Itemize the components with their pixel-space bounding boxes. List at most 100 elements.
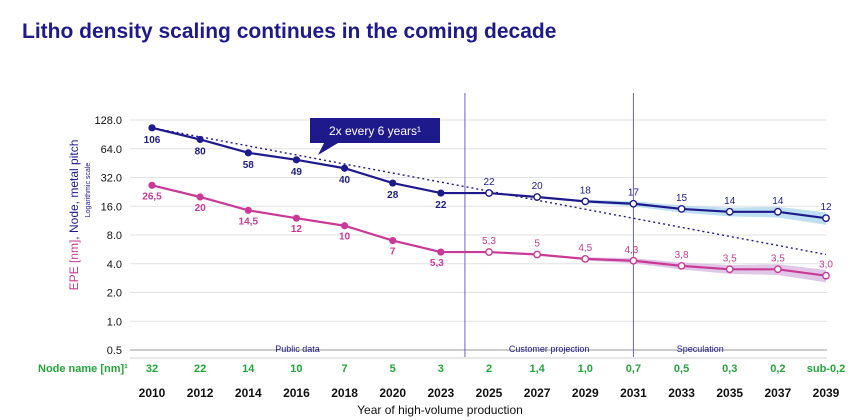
- data-point: [629, 199, 638, 208]
- x-tick-label: 2016: [283, 386, 310, 400]
- y-tick-label: 16.0: [101, 201, 122, 213]
- y-label-epe: EPE [nm]: [67, 240, 81, 291]
- data-label: 15: [676, 193, 688, 204]
- y-label-node: Node, metal pitch: [67, 140, 81, 233]
- x-axis-label: Year of high-volume production: [357, 403, 523, 417]
- data-point: [389, 179, 397, 187]
- data-label: 4,5: [578, 243, 592, 254]
- node-value: 0,7: [626, 363, 641, 375]
- data-label: 20: [195, 203, 207, 214]
- data-point: [485, 189, 493, 197]
- node-value: 22: [194, 363, 206, 375]
- data-point: [725, 265, 734, 274]
- y-tick-label: 2.0: [107, 288, 122, 300]
- data-point: [292, 156, 301, 164]
- x-tick-label: 2035: [716, 386, 743, 400]
- y-tick-label: 32.0: [101, 173, 122, 185]
- bottom-axis: Public data Customer projection Speculatio…: [38, 344, 845, 417]
- data-label: 22: [435, 200, 447, 211]
- trend-annotation: 2x every 6 years¹: [310, 118, 440, 155]
- data-label: 58: [243, 160, 255, 171]
- data-label: 3,5: [771, 253, 785, 264]
- data-point: [581, 197, 590, 206]
- data-label: 3,0: [819, 260, 833, 271]
- data-label: 4,3: [624, 245, 638, 256]
- data-point: [677, 205, 686, 213]
- data-label: 26,5: [142, 191, 162, 202]
- node-value: 7: [342, 363, 348, 375]
- data-point: [725, 207, 734, 216]
- x-tick-label: 2025: [476, 386, 503, 400]
- data-label: 20: [532, 181, 544, 192]
- x-tick-label: 2031: [620, 386, 647, 400]
- x-tick-label: 2039: [813, 386, 840, 400]
- y-label-sep: ,: [67, 233, 81, 240]
- node-value: 32: [146, 363, 158, 375]
- data-label: 12: [291, 224, 303, 235]
- data-point: [437, 248, 445, 256]
- data-point: [773, 207, 782, 216]
- data-label: 5,3: [482, 236, 496, 247]
- data-label: 14: [772, 196, 784, 207]
- phase-dividers: [464, 93, 634, 357]
- node-row-label: Node name [nm]¹: [38, 363, 128, 375]
- data-label: 106: [144, 135, 161, 146]
- data-label: 14: [724, 196, 736, 207]
- node-value: 1,4: [529, 363, 545, 375]
- phase-label: Public data: [275, 344, 320, 354]
- data-label: 12: [820, 202, 832, 213]
- data-label: 7: [390, 247, 396, 258]
- data-point: [533, 250, 542, 259]
- x-tick-label: 2037: [765, 386, 792, 400]
- x-tick-label: 2027: [524, 386, 551, 400]
- node-value: 10: [290, 363, 302, 375]
- data-point: [196, 193, 204, 201]
- data-point: [677, 261, 686, 270]
- data-point: [773, 265, 782, 274]
- data-point: [485, 248, 493, 256]
- annotation-box: [310, 118, 440, 155]
- y-tick-label: 128.0: [94, 115, 122, 127]
- data-point: [629, 256, 638, 265]
- data-label: 28: [387, 190, 399, 201]
- x-tick-label: 2014: [235, 386, 262, 400]
- x-tick-label: 2020: [379, 386, 406, 400]
- x-tick-label: 2033: [668, 386, 695, 400]
- data-points: [148, 124, 830, 280]
- x-tick-label: 2018: [331, 386, 358, 400]
- data-point: [533, 193, 542, 201]
- data-label: 14,5: [239, 216, 259, 227]
- y-tick-label: 1.0: [107, 316, 122, 328]
- annotation-text: 2x every 6 years¹: [329, 124, 421, 138]
- data-point: [292, 214, 301, 222]
- node-value: 3: [438, 363, 444, 375]
- y-axis-label: EPE [nm], Node, metal pitch Logarithmic s…: [67, 140, 92, 291]
- node-value: 2: [486, 363, 492, 375]
- data-point: [437, 189, 445, 197]
- y-axis-scale-note: Logarithmic scale: [85, 163, 92, 218]
- data-point: [148, 181, 156, 189]
- phase-label: Customer projection: [509, 344, 590, 354]
- data-point: [822, 214, 830, 223]
- uncertainty-band-1: [585, 257, 826, 283]
- data-label: 3,8: [675, 250, 689, 261]
- data-label: 10: [339, 232, 351, 243]
- y-tick-label: 4.0: [107, 259, 122, 271]
- trend-line: [151, 127, 827, 256]
- x-tick-label: 2023: [428, 386, 455, 400]
- data-point: [148, 124, 156, 132]
- node-value: sub-0,2: [807, 363, 846, 375]
- data-label: 5: [534, 238, 540, 249]
- phase-label: Speculation: [677, 344, 724, 354]
- node-value: 0,2: [770, 363, 785, 375]
- data-label: 80: [195, 146, 207, 157]
- data-label: 22: [483, 177, 495, 188]
- data-point: [389, 236, 397, 245]
- data-label: 49: [291, 167, 303, 178]
- data-label: 40: [339, 175, 351, 186]
- data-point: [244, 206, 252, 214]
- node-value: 0,5: [674, 363, 689, 375]
- data-point: [581, 254, 590, 263]
- y-tick-label: 8.0: [107, 230, 122, 242]
